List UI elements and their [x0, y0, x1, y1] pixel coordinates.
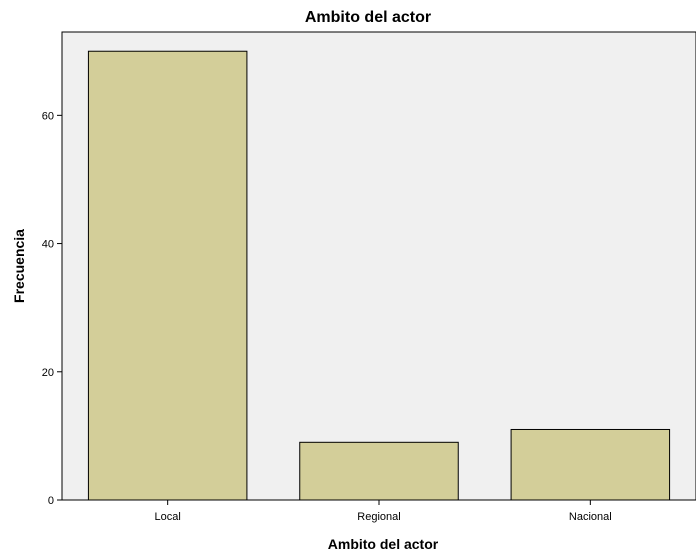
y-axis-label: Frecuencia [11, 229, 27, 303]
x-axis-label: Ambito del actor [328, 536, 439, 550]
bar-nacional [510, 428, 671, 501]
x-tick-label: Nacional [569, 511, 612, 523]
x-tick-label: Regional [357, 511, 400, 523]
chart-title: Ambito del actor [305, 9, 431, 26]
chart-marks: 0 20 40 60 Local Regional Nacional [42, 50, 671, 523]
y-tick-label: 40 [42, 239, 54, 251]
x-tick-label: Local [155, 511, 181, 523]
y-tick-label: 0 [48, 495, 54, 507]
y-tick-label: 20 [42, 367, 54, 379]
y-tick-label: 60 [42, 110, 54, 122]
bar-local [87, 50, 248, 501]
bar-regional [299, 441, 459, 501]
